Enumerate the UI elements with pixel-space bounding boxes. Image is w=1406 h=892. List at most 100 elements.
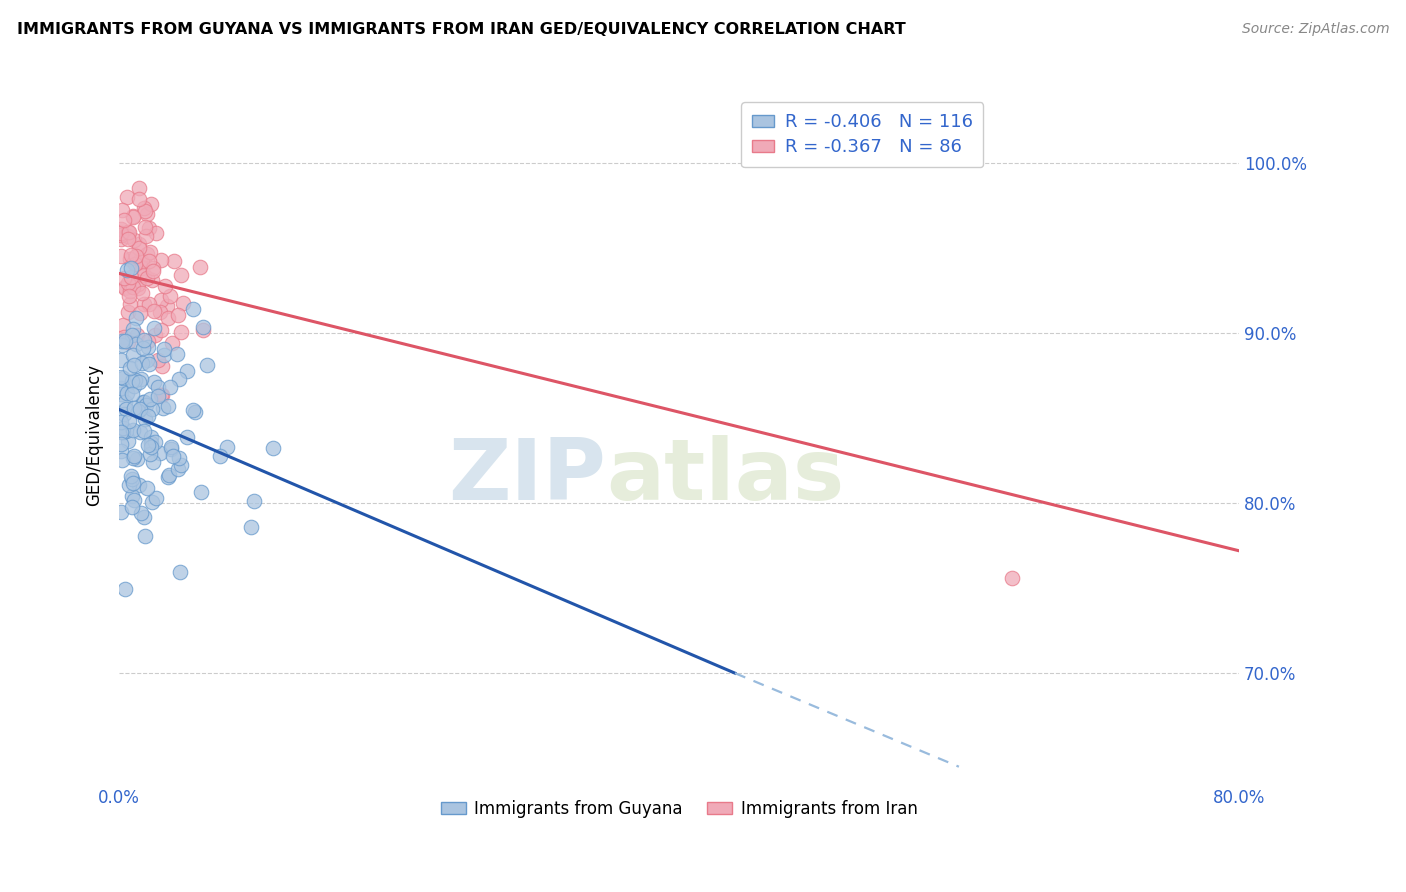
- Point: [120, 270, 142, 285]
- Point: [128, 401, 150, 416]
- Point: [110, 505, 132, 519]
- Point: [128, 241, 150, 255]
- Point: [138, 334, 160, 348]
- Point: [110, 387, 132, 401]
- Point: [139, 446, 162, 460]
- Point: [121, 348, 143, 362]
- Point: [145, 226, 167, 240]
- Point: [114, 280, 136, 294]
- Point: [142, 304, 165, 318]
- Point: [139, 197, 162, 211]
- Point: [117, 434, 139, 449]
- Point: [124, 378, 146, 392]
- Point: [159, 380, 181, 394]
- Point: [176, 430, 198, 444]
- Point: [114, 281, 136, 295]
- Point: [120, 297, 142, 311]
- Point: [139, 245, 162, 260]
- Point: [114, 424, 136, 438]
- Point: [110, 352, 132, 367]
- Point: [118, 225, 141, 239]
- Point: [118, 284, 141, 298]
- Point: [153, 348, 176, 362]
- Point: [128, 478, 150, 492]
- Text: ZIP: ZIP: [449, 435, 606, 518]
- Point: [111, 421, 134, 435]
- Point: [141, 273, 163, 287]
- Point: [134, 529, 156, 543]
- Point: [142, 264, 165, 278]
- Point: [122, 358, 145, 372]
- Point: [240, 520, 263, 534]
- Text: IMMIGRANTS FROM GUYANA VS IMMIGRANTS FROM IRAN GED/EQUIVALENCY CORRELATION CHART: IMMIGRANTS FROM GUYANA VS IMMIGRANTS FRO…: [17, 22, 905, 37]
- Point: [114, 334, 136, 348]
- Point: [110, 443, 132, 458]
- Point: [162, 449, 184, 463]
- Point: [112, 212, 135, 227]
- Point: [134, 424, 156, 438]
- Point: [111, 371, 134, 385]
- Point: [150, 359, 173, 373]
- Point: [136, 271, 159, 285]
- Point: [134, 394, 156, 409]
- Point: [114, 401, 136, 416]
- Point: [132, 395, 155, 409]
- Point: [243, 494, 266, 508]
- Point: [110, 425, 132, 440]
- Point: [188, 260, 211, 274]
- Point: [156, 470, 179, 484]
- Point: [110, 222, 132, 236]
- Point: [149, 446, 172, 460]
- Point: [125, 328, 148, 343]
- Point: [128, 237, 150, 252]
- Point: [153, 279, 176, 293]
- Legend: Immigrants from Guyana, Immigrants from Iran: Immigrants from Guyana, Immigrants from …: [434, 793, 924, 824]
- Point: [129, 506, 152, 520]
- Point: [157, 399, 180, 413]
- Point: [121, 210, 143, 224]
- Point: [121, 327, 143, 342]
- Point: [121, 322, 143, 336]
- Point: [181, 301, 204, 316]
- Point: [209, 449, 232, 463]
- Point: [118, 252, 141, 266]
- Point: [143, 376, 166, 390]
- Point: [118, 288, 141, 302]
- Point: [128, 253, 150, 268]
- Point: [148, 353, 170, 368]
- Point: [159, 288, 181, 302]
- Point: [134, 204, 156, 219]
- Point: [131, 285, 153, 300]
- Point: [110, 334, 132, 348]
- Point: [112, 407, 135, 421]
- Point: [110, 437, 132, 451]
- Point: [125, 452, 148, 467]
- Point: [134, 219, 156, 234]
- Point: [121, 489, 143, 503]
- Point: [162, 335, 184, 350]
- Point: [152, 388, 174, 402]
- Point: [132, 341, 155, 355]
- Point: [169, 566, 191, 580]
- Point: [129, 372, 152, 386]
- Point: [215, 440, 238, 454]
- Point: [135, 398, 157, 412]
- Point: [136, 207, 159, 221]
- Point: [125, 337, 148, 351]
- Point: [149, 305, 172, 319]
- Point: [120, 468, 142, 483]
- Point: [176, 364, 198, 378]
- Point: [122, 280, 145, 294]
- Point: [148, 379, 170, 393]
- Point: [136, 409, 159, 423]
- Point: [111, 425, 134, 439]
- Point: [163, 254, 186, 268]
- Point: [115, 190, 138, 204]
- Point: [142, 260, 165, 275]
- Point: [125, 248, 148, 262]
- Point: [156, 298, 179, 312]
- Point: [142, 321, 165, 335]
- Point: [110, 416, 132, 430]
- Point: [132, 201, 155, 215]
- Point: [134, 509, 156, 524]
